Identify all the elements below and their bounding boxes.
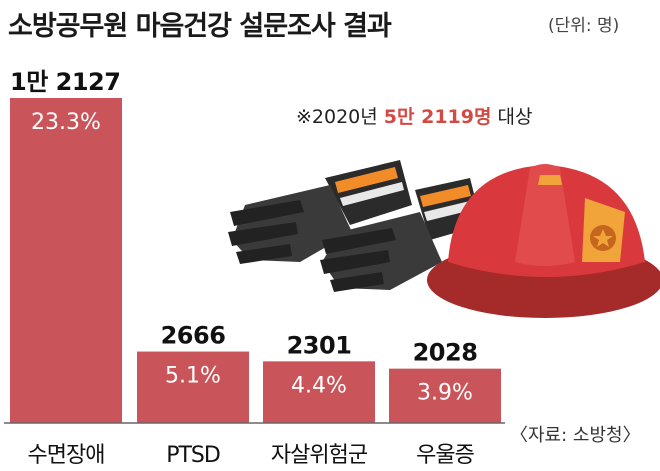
note-highlight: 5만 2119명 xyxy=(384,106,492,128)
category-label-2: 자살위험군 xyxy=(271,443,368,468)
percent-label-0: 23.3% xyxy=(31,110,101,135)
value-label-2: 2301 xyxy=(287,331,352,359)
category-label-0: 수면장애 xyxy=(28,443,105,468)
percent-label-3: 3.9% xyxy=(417,381,473,406)
percent-label-2: 4.4% xyxy=(291,373,347,398)
bar-2 xyxy=(263,361,375,423)
unit-label: (단위: 명) xyxy=(548,16,619,36)
value-label-0: 1만 2127 xyxy=(10,68,120,96)
firefighter-helmet-icon xyxy=(427,164,660,318)
value-label-3: 2028 xyxy=(413,339,478,367)
bar-1 xyxy=(137,351,249,423)
value-label-1: 2666 xyxy=(161,322,226,350)
bars-layer: 1만 2127 23.3% 수면장애 2666 5.1% PTSD 2301 4.4% 자살위험… xyxy=(10,68,501,468)
bar-0 xyxy=(10,98,122,423)
note-prefix: ※2020년 xyxy=(296,106,384,128)
illustration xyxy=(228,160,660,318)
firefighter-glove-icon xyxy=(228,160,412,264)
note-suffix: 대상 xyxy=(491,106,532,128)
bar-3 xyxy=(389,368,501,423)
survey-note: ※2020년 5만 2119명 대상 xyxy=(296,106,532,128)
chart-title: 소방공무원 마음건강 설문조사 결과 xyxy=(8,11,392,42)
category-label-3: 우울증 xyxy=(416,443,474,468)
percent-label-1: 5.1% xyxy=(165,364,221,389)
category-label-1: PTSD xyxy=(166,443,220,468)
source-label: 〈자료: 소방청〉 xyxy=(510,425,641,446)
